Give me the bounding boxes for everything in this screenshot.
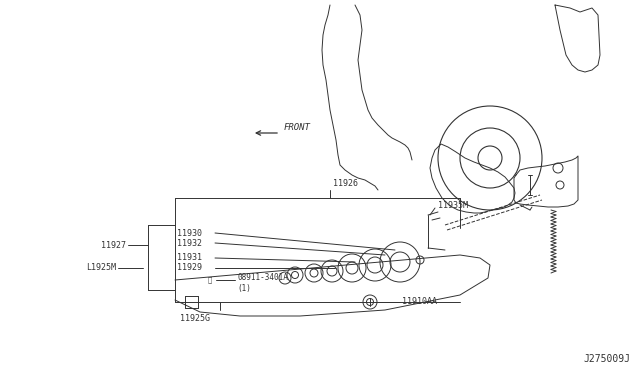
Text: 11926: 11926 [333,179,358,188]
Text: L1925M: L1925M [86,263,116,273]
Text: 11935M: 11935M [438,202,468,211]
Text: Ⓝ: Ⓝ [208,277,212,283]
Text: 11925G: 11925G [180,314,210,323]
Text: FRONT: FRONT [284,122,311,131]
Text: 11932: 11932 [177,238,202,247]
Text: 11929: 11929 [177,263,202,273]
Text: 11910AA: 11910AA [402,298,437,307]
Text: 11930: 11930 [177,228,202,237]
Text: 11927: 11927 [101,241,126,250]
Text: J275009J: J275009J [583,354,630,364]
Text: (1): (1) [237,283,251,292]
Text: 11931: 11931 [177,253,202,263]
Text: 08911-3401A: 08911-3401A [237,273,288,282]
